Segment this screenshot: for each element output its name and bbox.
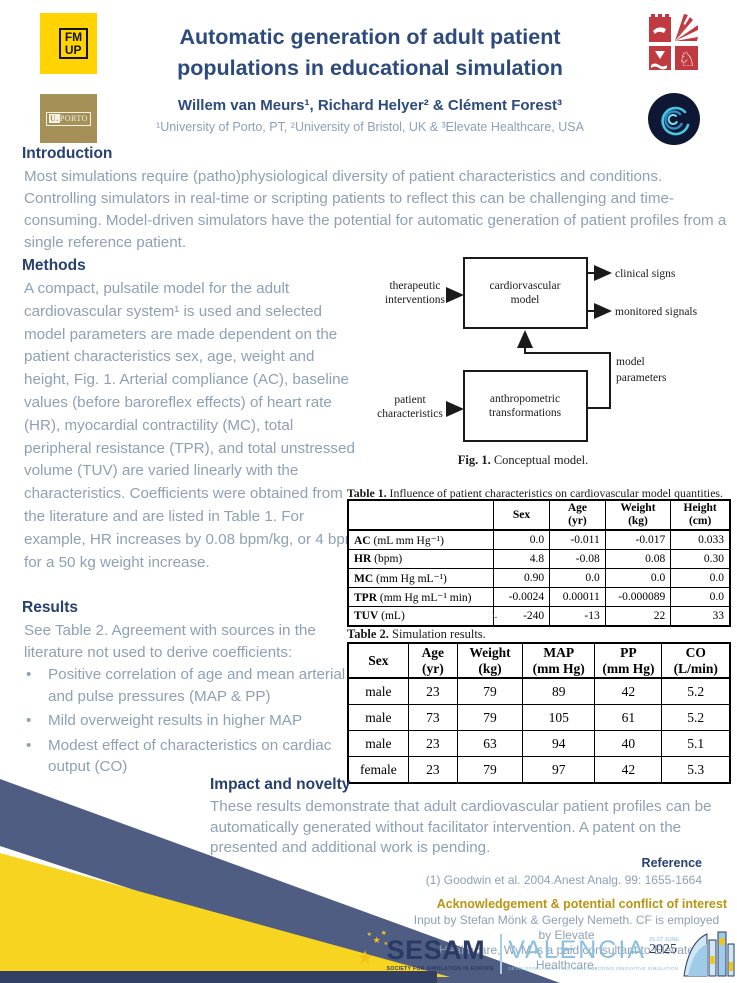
results-heading: Results [22, 599, 78, 616]
label-clinical-signs: clinical signs [615, 268, 676, 280]
bristol-crest-logo: ♘ [648, 13, 700, 80]
figure1-caption: Fig. 1. Conceptual model. [457, 453, 589, 467]
elevate-healthcare-logo [647, 92, 701, 151]
table2-header-weight: Weight (kg) [456, 642, 524, 680]
uporto-logo: U.PORTO [40, 94, 97, 143]
fmup-logo: FM UP [40, 13, 97, 74]
valencia-wordmark: VALENCIA [508, 935, 647, 964]
svg-text:parameters: parameters [616, 372, 667, 384]
results-bullet-list: • Positive correlation of age and mean ar… [26, 664, 360, 781]
sesam-wordmark: SESAM [386, 934, 486, 965]
sesam-tagline: SOCIETY FOR SIMULATION IN EUROPE [386, 965, 495, 972]
svg-text:♘: ♘ [678, 47, 696, 71]
table2-header-map: MAP (mm Hg) [522, 642, 596, 680]
introduction-body: Most simulations require (patho)physiolo… [24, 168, 727, 252]
label-monitored-signals: monitored signals [615, 306, 698, 318]
authors-line: Willem van Meurs¹, Richard Helyer² & Clé… [177, 97, 563, 114]
table1-header-blank [347, 499, 494, 532]
uporto-logo-text: U.PORTO [46, 111, 91, 126]
results-intro: See Table 2. Agreement with sources in t… [24, 622, 316, 662]
table2-header-pp: PP (mm Hg) [594, 642, 663, 680]
table2-header-co: CO (L/min) [661, 642, 731, 680]
label-therapeutic-interventions: therapeutic [389, 280, 440, 292]
list-item: • Mild overweight results in higher MAP [26, 712, 303, 730]
table1-header-sex: Sex [492, 499, 551, 532]
table-row: female 23 79 97 42 5.3 [347, 756, 731, 784]
valencia-buildings-graphic [683, 926, 735, 983]
svg-text:transformations: transformations [489, 407, 562, 419]
svg-text:model: model [511, 294, 540, 306]
table-row: TUV (mL) -240 -13 22 33 [347, 606, 731, 627]
svg-text:characteristics: characteristics [377, 408, 443, 420]
sesam-stars-icon: ★ ★ ★ ★ ★ [356, 930, 389, 969]
list-item: • Modest effect of characteristics on car… [26, 736, 332, 776]
table2-caption: Table 2. Simulation results. [347, 627, 486, 641]
table-row: male 23 79 89 42 5.2 [347, 677, 731, 706]
methods-body: A compact, pulsatile model for the adult… [24, 280, 358, 571]
table-row: AC (mL mm Hg⁻¹) 0.0 -0.011 -0.017 0.033 [347, 529, 731, 551]
impact-heading: Impact and novelty [210, 776, 351, 793]
label-model-parameters: model [616, 356, 645, 368]
event-year: 2025 [649, 942, 678, 957]
figure1-conceptual-model: therapeutic interventions cardiorvascula… [358, 253, 737, 483]
table-row: male 73 79 105 61 5.2 [347, 704, 731, 732]
table1-caption: Table 1. Influence of patient characteri… [347, 486, 723, 500]
table-row: MC (mm Hg mL⁻¹) 0.90 0.0 0.0 0.0 [347, 568, 731, 589]
methods-heading: Methods [22, 257, 86, 274]
sesam-valencia-2025-logo: ★ ★ ★ ★ ★ SESAM SOCIETY FOR SIMULATION I… [357, 927, 735, 981]
table2-header-age: Age (yr) [407, 642, 458, 680]
impact-body: These results demonstrate that adult car… [210, 798, 712, 857]
label-patient-characteristics: patient [394, 394, 426, 406]
affiliations-line: ¹University of Porto, PT, ²University of… [156, 120, 584, 134]
event-tagline: DEVELOPING, ADOPTING AND EMBEDDING INNOV… [508, 965, 679, 971]
label-anthropometric-transformations: anthropometric [490, 393, 560, 405]
list-item: • Positive correlation of age and mean ar… [26, 666, 346, 705]
table2-header-sex: Sex [347, 642, 409, 680]
page-title: Automatic generation of adult patient po… [177, 25, 563, 81]
table-row: HR (bpm) 4.8 -0.08 0.08 0.30 [347, 549, 731, 570]
table1-header-height: Height (cm) [670, 499, 731, 532]
table1-header-age: Age (yr) [549, 499, 606, 532]
introduction-heading: Introduction [22, 145, 113, 162]
svg-text:interventions: interventions [385, 294, 446, 306]
reference-text: (1) Goodwin et al. 2004.Anest Analg. 99:… [425, 873, 702, 887]
table-row: TPR (mm Hg mL⁻¹ min) -0.0024 0.00011 -0.00… [347, 587, 731, 608]
table1-header-weight: Weight (kg) [604, 499, 672, 532]
event-dates: 25-27 JUNE [649, 936, 679, 943]
footer-separator [500, 934, 503, 974]
table1-coefficients: Sex Age (yr) Weight (kg) Height (cm) AC (mL… [347, 499, 731, 628]
label-cardiovascular-model: cardiorvascular [490, 280, 561, 292]
stray-text-mark: i. [492, 610, 498, 621]
figure1-diagram: therapeutic interventions cardiorvascula… [377, 257, 698, 442]
acknowledgement-heading: Acknowledgement & potential conflict of … [436, 897, 727, 911]
fmup-logo-text: FM UP [58, 27, 89, 60]
reference-heading: Reference [641, 856, 702, 870]
table2-simulation-results: Sex Age (yr) Weight (kg) MAP (mm Hg) PP (mm … [347, 642, 731, 785]
table-row: male 23 63 94 40 5.1 [347, 730, 731, 758]
